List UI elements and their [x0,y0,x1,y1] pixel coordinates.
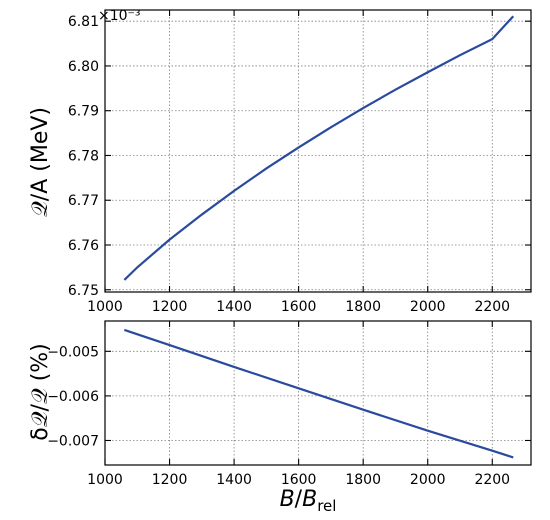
bottom-panel: 1000 1200 1400 1600 1800 2000 2200 −0.005 −0.006… [47,320,532,488]
top-x-tick-label: 2200 [474,299,510,315]
bottom-series-line [124,328,514,459]
top-y-tick-label: 6.81 [68,14,99,30]
top-y-tick-label: 6.77 [68,193,99,209]
bottom-x-tick-label: 1200 [152,472,188,488]
bottom-y-tick-label: −0.005 [47,344,99,360]
top-series-line [123,15,515,281]
top-y-tick-label: 6.75 [68,283,99,299]
top-offset-text: ×10⁻³ [98,8,141,24]
top-axes-frame [104,9,532,293]
top-x-tick-label: 1800 [345,299,381,315]
bottom-x-tick-label: 2200 [474,472,510,488]
bottom-x-tick-label: 1400 [216,472,252,488]
top-y-tick-label: 6.79 [68,104,99,120]
top-x-tick-label: 1600 [281,299,317,315]
top-y-tick-label: 6.76 [68,238,99,254]
top-y-tick-label: 6.78 [68,148,99,164]
bottom-y-tick-label: −0.007 [47,433,99,449]
top-panel: 1000 1200 1400 1600 1800 2000 2200 6.75 6.76 6.77… [68,9,532,315]
top-x-tick-label: 1200 [152,299,188,315]
top-x-tick-label: 2000 [410,299,446,315]
bottom-x-tick-label: 1600 [281,472,317,488]
bottom-axes-frame [104,320,532,466]
bottom-x-tick-label: 1800 [345,472,381,488]
top-y-tick-label: 6.80 [68,59,99,75]
x-axis-label-sub: rel [317,497,336,515]
x-axis-label-brel: B [302,487,317,512]
x-axis-label: B/Brel [280,487,337,515]
bottom-x-tick-label: 1000 [87,472,123,488]
bottom-y-tick-label: −0.006 [47,389,99,405]
top-x-tick-label: 1400 [216,299,252,315]
bottom-y-axis-label: δ𝒬/𝒬 (%) [28,343,53,441]
top-x-tick-label: 1000 [87,299,123,315]
top-y-axis-label: 𝒬/A (MeV) [28,107,53,217]
x-axis-label-b: B [280,487,295,512]
x-axis-label-slash: / [295,487,303,512]
bottom-x-tick-label: 2000 [410,472,446,488]
